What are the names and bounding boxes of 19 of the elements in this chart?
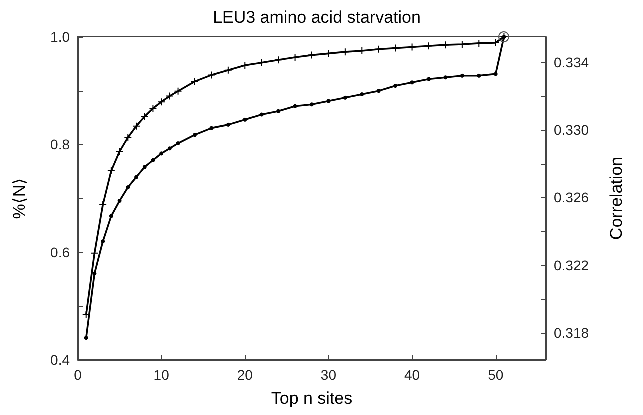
x-tick-label: 0	[74, 367, 82, 383]
x-tick-label: 30	[320, 367, 337, 383]
x-tick-label: 10	[154, 367, 170, 383]
chart-title: LEU3 amino acid starvation	[213, 8, 421, 27]
y2-tick-label: 0.322	[554, 257, 590, 274]
x-tick-label: 40	[404, 367, 420, 383]
y2-tick-label: 0.326	[554, 190, 590, 206]
y-axis-title: %⟨N⟩	[10, 178, 29, 220]
y-tick-label: 0.6	[50, 244, 70, 260]
y2-axis-title: Correlation	[607, 156, 626, 240]
x-tick-label: 50	[488, 367, 504, 383]
y2-tick-label: 0.318	[554, 324, 590, 341]
y-tick-label: 0.4	[50, 352, 70, 368]
y2-tick-label: 0.334	[554, 54, 590, 70]
y2-tick-label: 0.330	[554, 122, 590, 138]
x-axis-title: Top n sites	[271, 389, 353, 408]
y-tick-label: 0.8	[50, 136, 70, 153]
x-tick-label: 20	[237, 367, 254, 383]
y-tick-label: 1.0	[50, 29, 70, 45]
